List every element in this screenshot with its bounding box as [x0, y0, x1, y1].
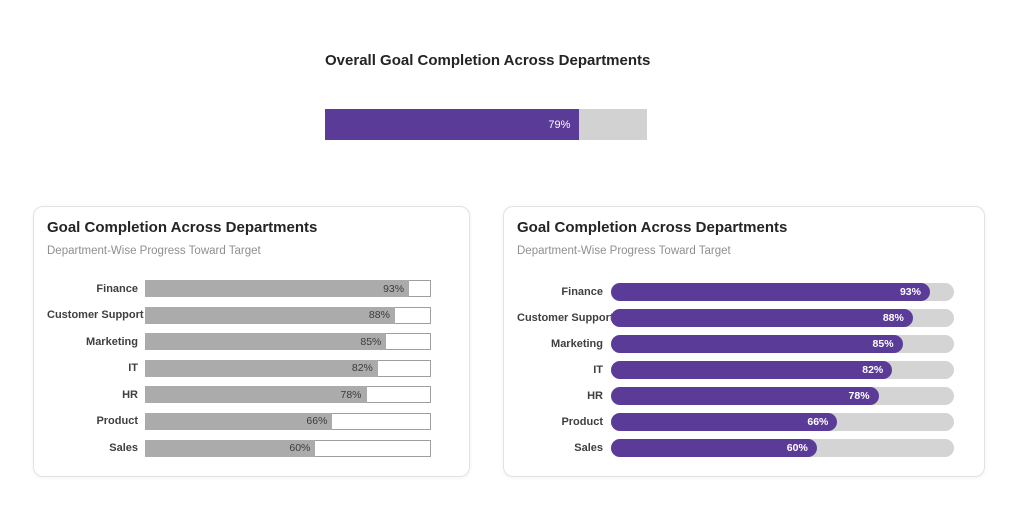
bar-row: Product 66%: [517, 413, 971, 431]
bar-value-label: 82%: [351, 362, 373, 375]
category-label: Customer Support: [517, 312, 614, 324]
category-label: IT: [593, 364, 603, 376]
bar-value-label: 93%: [899, 286, 921, 298]
bar-fill[interactable]: 85%: [611, 335, 903, 353]
bar-track[interactable]: 88%: [145, 306, 431, 324]
bar-fill[interactable]: 78%: [611, 387, 879, 405]
bar-row: HR 78%: [517, 387, 971, 405]
bar-track[interactable]: 78%: [611, 387, 954, 405]
bar-fill[interactable]: 78%: [145, 386, 367, 404]
bar-value-label: 78%: [340, 388, 362, 401]
bar-row: Marketing 85%: [47, 333, 456, 351]
category-label: Product: [96, 415, 138, 428]
bar-value-label: 82%: [862, 364, 884, 376]
overall-progress-value: 79%: [548, 118, 571, 131]
bar-chart-plain: Finance 93% Customer Support 88% Marketing 85…: [47, 280, 456, 466]
card-title: Goal Completion Across Departments: [517, 219, 788, 236]
category-label: Finance: [96, 282, 138, 295]
bar-fill[interactable]: 88%: [145, 306, 395, 324]
bar-track[interactable]: 78%: [145, 386, 431, 404]
bar-fill[interactable]: 66%: [611, 413, 838, 431]
bar-track[interactable]: 93%: [145, 280, 431, 297]
bar-track[interactable]: 60%: [611, 439, 954, 457]
bar-row: Customer Support 88%: [517, 309, 971, 327]
bar-track[interactable]: 82%: [145, 359, 431, 377]
bar-track[interactable]: 85%: [611, 335, 954, 353]
bar-value-label: 93%: [383, 282, 405, 295]
bar-value-label: 66%: [807, 416, 829, 428]
bar-row: Sales 60%: [47, 439, 456, 457]
bar-row: Finance 93%: [517, 283, 971, 301]
overall-progress-fill[interactable]: 79%: [325, 109, 580, 140]
bar-fill[interactable]: 66%: [145, 412, 333, 430]
bar-value-label: 66%: [306, 415, 328, 428]
bar-row: IT 82%: [47, 359, 456, 377]
bar-row: Customer Support 88%: [47, 306, 456, 324]
bar-chart-pill: Finance 93% Customer Support 88% Marketing 85…: [517, 283, 971, 465]
overall-progress-bar[interactable]: 79%: [325, 109, 647, 140]
bar-value-label: 60%: [289, 442, 311, 455]
card-title: Goal Completion Across Departments: [47, 219, 318, 236]
category-label: HR: [122, 388, 138, 401]
bar-row: Product 66%: [47, 412, 456, 430]
bar-fill[interactable]: 60%: [145, 439, 316, 457]
category-label: Product: [561, 416, 603, 428]
bar-value-label: 88%: [368, 309, 390, 322]
bar-track[interactable]: 66%: [145, 412, 431, 430]
bar-row: Marketing 85%: [517, 335, 971, 353]
bar-value-label: 85%: [872, 338, 894, 350]
bar-fill[interactable]: 60%: [611, 439, 817, 457]
bar-track[interactable]: 60%: [145, 439, 431, 457]
bar-row: IT 82%: [517, 361, 971, 379]
bar-value-label: 88%: [882, 312, 904, 324]
bar-fill[interactable]: 82%: [145, 359, 378, 377]
bar-track[interactable]: 93%: [611, 283, 954, 301]
bar-track[interactable]: 85%: [145, 333, 431, 351]
overall-progress-title: Overall Goal Completion Across Departmen…: [325, 52, 651, 69]
card-subtitle: Department-Wise Progress Toward Target: [517, 245, 731, 257]
category-label: HR: [587, 390, 603, 402]
card-goal-completion-styled: Goal Completion Across Departments Depar…: [503, 206, 985, 477]
category-label: IT: [128, 362, 138, 375]
bar-fill[interactable]: 85%: [145, 333, 387, 351]
bar-row: Finance 93%: [47, 280, 456, 297]
bar-track[interactable]: 88%: [611, 309, 954, 327]
bar-row: HR 78%: [47, 386, 456, 404]
bar-fill[interactable]: 82%: [611, 361, 893, 379]
bar-fill[interactable]: 88%: [611, 309, 913, 327]
category-label: Marketing: [86, 335, 138, 348]
bar-track[interactable]: 82%: [611, 361, 954, 379]
bar-row: Sales 60%: [517, 439, 971, 457]
category-label: Finance: [561, 286, 603, 298]
category-label: Customer Support: [47, 309, 144, 322]
category-label: Sales: [574, 442, 603, 454]
bar-value-label: 78%: [848, 390, 870, 402]
card-goal-completion-plain: Goal Completion Across Departments Depar…: [33, 206, 470, 477]
bar-fill[interactable]: 93%: [611, 283, 930, 301]
bar-track[interactable]: 66%: [611, 413, 954, 431]
bar-fill[interactable]: 93%: [145, 280, 410, 297]
bar-value-label: 60%: [786, 442, 808, 454]
card-subtitle: Department-Wise Progress Toward Target: [47, 245, 261, 257]
category-label: Marketing: [551, 338, 603, 350]
category-label: Sales: [109, 442, 138, 455]
bar-value-label: 85%: [360, 335, 382, 348]
